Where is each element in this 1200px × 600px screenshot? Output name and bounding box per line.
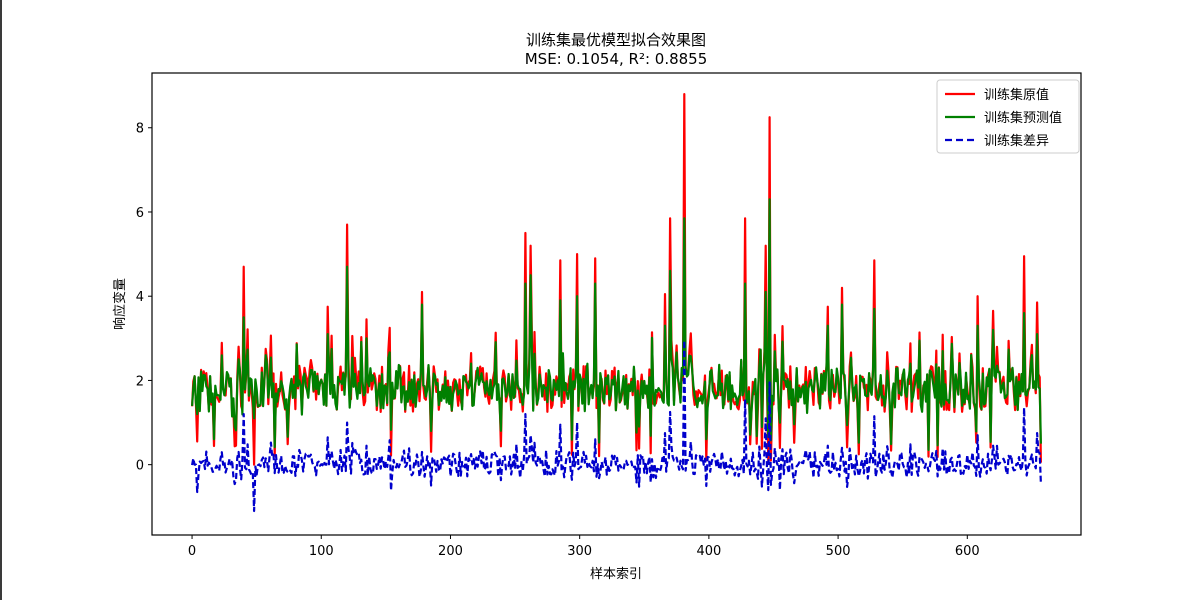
- axes-frame: [151, 72, 1082, 536]
- chart-title: 训练集最优模型拟合效果图: [526, 31, 706, 49]
- y-axis: 0 2 4 6 8: [136, 122, 152, 474]
- legend: 训练集原值 训练集预测值 训练集差异: [936, 79, 1080, 154]
- y-tick-label: 2: [136, 374, 144, 389]
- x-tick-label: 0: [188, 544, 196, 559]
- legend-label-difference: 训练集差异: [984, 133, 1049, 149]
- series-difference-line: [191, 339, 1042, 513]
- x-tick-label: 200: [438, 544, 463, 559]
- y-tick-label: 4: [136, 290, 144, 305]
- y-tick-label: 8: [136, 122, 144, 137]
- legend-box: [936, 79, 1080, 154]
- y-axis-label: 响应变量: [112, 278, 128, 330]
- x-tick-label: 600: [955, 544, 980, 559]
- x-tick-label: 100: [309, 544, 334, 559]
- legend-label-actual: 训练集原值: [984, 87, 1049, 103]
- window-left-edge: [0, 0, 2, 600]
- plot-area: [191, 92, 1042, 513]
- chart-subtitle: MSE: 0.1054, R²: 0.8855: [525, 50, 708, 68]
- legend-label-predicted: 训练集预测值: [984, 110, 1062, 126]
- y-tick-label: 0: [136, 459, 144, 474]
- series-predicted-line: [191, 198, 1042, 452]
- x-tick-label: 500: [826, 544, 851, 559]
- x-axis-label: 样本索引: [590, 567, 642, 582]
- y-tick-label: 6: [136, 206, 144, 221]
- x-tick-label: 300: [567, 544, 592, 559]
- x-tick-label: 400: [696, 544, 721, 559]
- x-axis: 0 100 200 300 400 500 600: [188, 535, 980, 559]
